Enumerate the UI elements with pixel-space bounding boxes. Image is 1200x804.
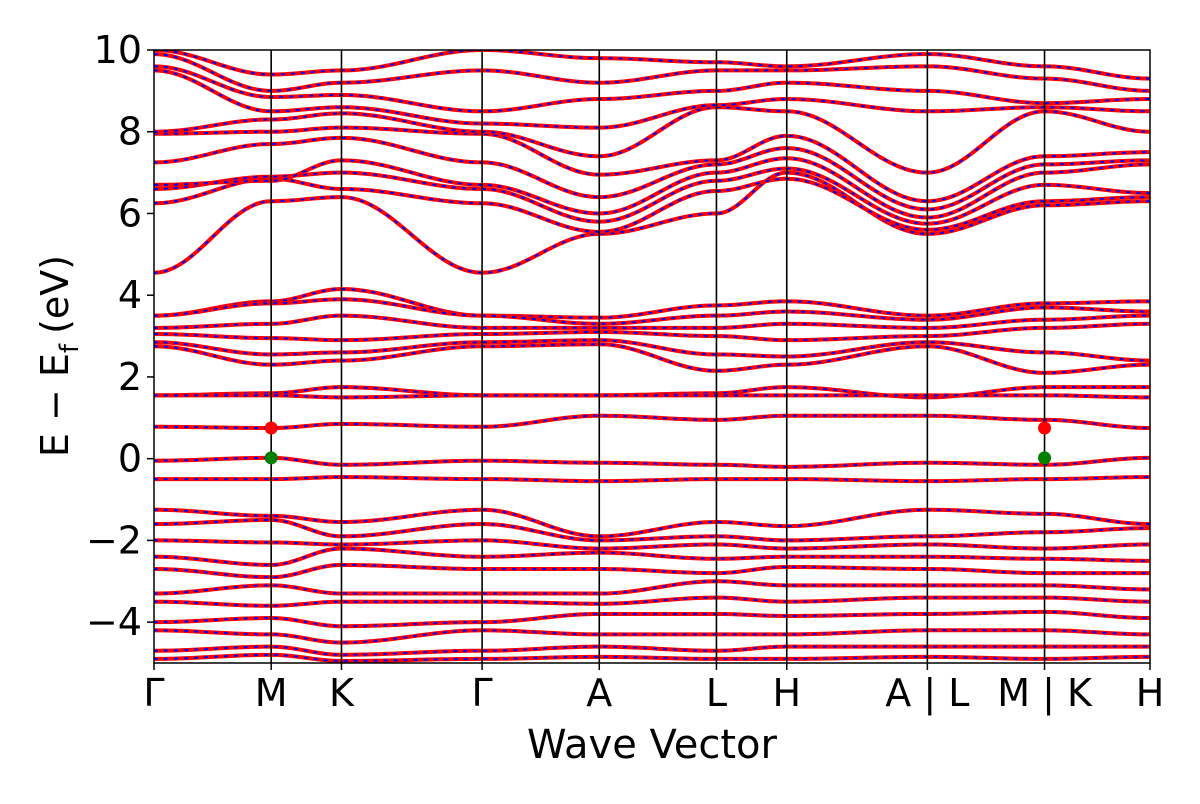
x-tick-label-8: M | K xyxy=(997,671,1093,716)
band-line-dashed-5 xyxy=(154,126,1150,203)
x-tick-label-3: Γ xyxy=(472,671,493,715)
band-line-dashed-8 xyxy=(154,65,1150,113)
band-line-dashed-20 xyxy=(154,456,1150,468)
y-axis-label-main: E − E xyxy=(33,353,77,457)
band-line-dashed-27 xyxy=(154,580,1150,595)
band-line-dashed-13 xyxy=(154,314,1150,329)
y-tick-label-3: 2 xyxy=(118,355,142,399)
y-tick-label-0: −4 xyxy=(86,600,142,644)
band-line-dashed-22 xyxy=(154,508,1150,538)
x-tick-label-7: A | L xyxy=(885,671,969,716)
band-line-dashed-12 xyxy=(154,298,1150,325)
y-axis-label: E − Ef (eV) xyxy=(33,255,85,457)
vbm2-marker xyxy=(1038,451,1052,465)
y-tick-label-7: 10 xyxy=(94,28,142,72)
y-tick-label-4: 4 xyxy=(118,273,142,317)
x-tick-label-5: L xyxy=(706,671,727,715)
x-tick-label-6: H xyxy=(772,671,801,715)
band-line-dashed-17 xyxy=(154,386,1150,399)
band-line-dashed-1 xyxy=(154,177,1150,233)
band-line-dashed-30 xyxy=(154,629,1150,644)
band-line-dashed-25 xyxy=(154,547,1150,566)
x-tick-label-9: H xyxy=(1136,671,1165,715)
y-axis-ticks: −4 −2 0 2 4 6 8 10 xyxy=(86,28,154,644)
band-line-dashed-7 xyxy=(154,69,1150,129)
band-line-dashed-31 xyxy=(154,645,1150,656)
band-line-dashed-28 xyxy=(154,596,1150,607)
band-line-dashed-18 xyxy=(154,394,1150,399)
band-line-dashed-29 xyxy=(154,610,1150,628)
plot-frame xyxy=(153,49,1151,664)
band-line-dashed-14 xyxy=(154,322,1150,342)
band-line-dashed-16 xyxy=(154,343,1150,374)
y-tick-label-5: 6 xyxy=(118,191,142,235)
band-line-0 xyxy=(154,170,1150,275)
cbm-marker xyxy=(264,421,278,435)
cbm2-marker xyxy=(1038,421,1052,435)
band-line-11 xyxy=(154,287,1150,320)
y-axis-label-unit: (eV) xyxy=(33,255,77,334)
band-line-dashed-21 xyxy=(154,476,1150,483)
band-line-dashed-9 xyxy=(154,53,1150,92)
y-tick-label-1: −2 xyxy=(86,518,142,562)
high-symmetry-lines xyxy=(270,50,1046,663)
y-tick-label-2: 0 xyxy=(118,437,142,481)
band-line-dashed-2 xyxy=(154,167,1150,225)
y-tick-label-6: 8 xyxy=(118,110,142,154)
bands-layer xyxy=(154,50,1150,663)
band-line-dashed-23 xyxy=(154,518,1150,542)
band-line-10 xyxy=(154,50,1150,81)
band-line-dashed-15 xyxy=(154,339,1150,362)
x-tick-label-0: Γ xyxy=(143,671,164,715)
band-line-dashed-32 xyxy=(154,653,1150,662)
x-axis-label: Wave Vector xyxy=(527,722,778,768)
band-line-dashed-6 xyxy=(154,106,1150,174)
band-line-18 xyxy=(154,393,1150,400)
x-tick-label-4: A xyxy=(586,671,612,715)
band-line-dashed-26 xyxy=(154,563,1150,579)
x-tick-label-2: K xyxy=(329,671,355,715)
band-line-dashed-4 xyxy=(154,136,1150,211)
band-line-dashed-3 xyxy=(154,157,1150,219)
band-extrema-markers xyxy=(264,421,1052,465)
y-axis-label-subscript: f xyxy=(55,343,85,353)
band-line-dashed-24 xyxy=(154,539,1150,550)
vbm-marker xyxy=(264,451,278,465)
band-line-dashed-19 xyxy=(154,414,1150,430)
x-tick-label-1: M xyxy=(255,671,288,715)
